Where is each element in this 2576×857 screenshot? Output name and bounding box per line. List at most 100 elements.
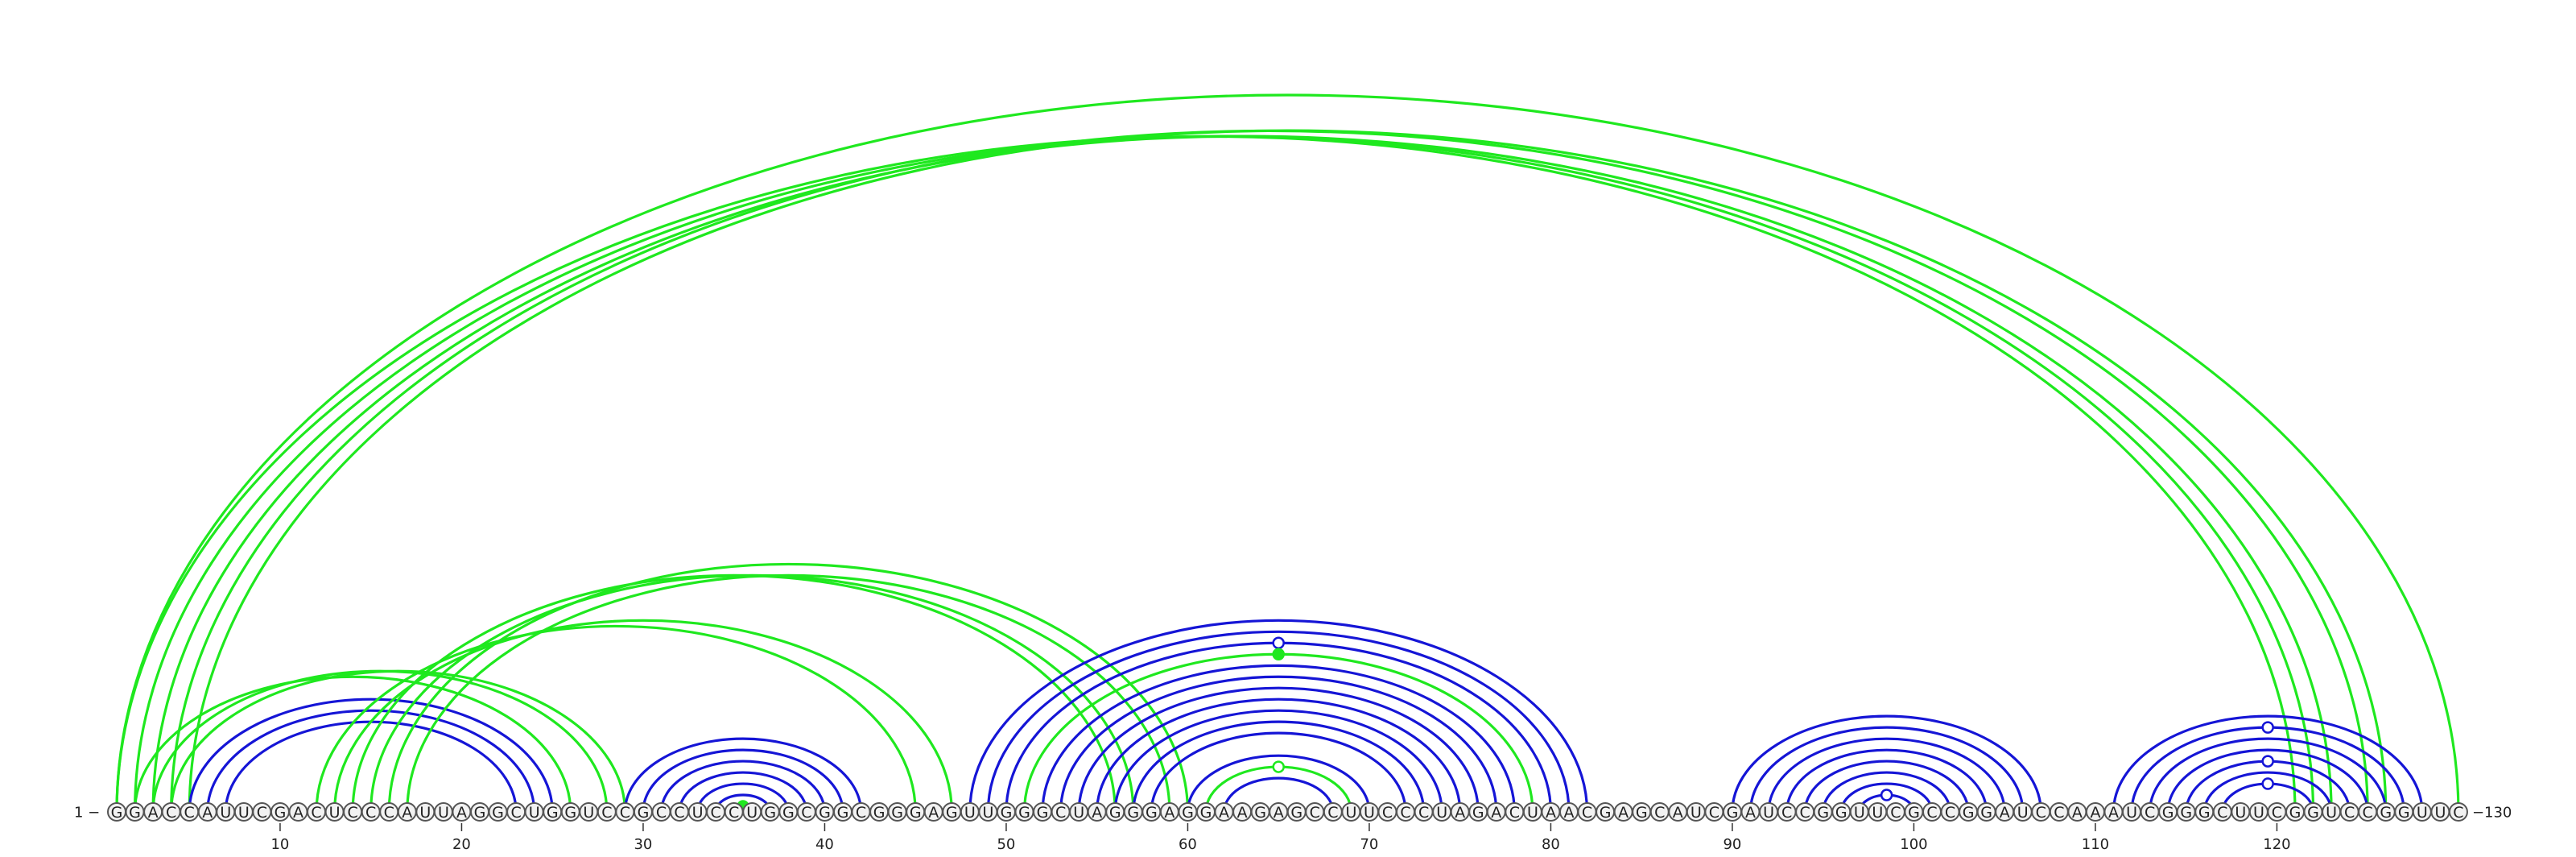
nucleotide-letter-23: C [510,804,521,822]
nucleotide-letter-25: G [547,804,559,822]
nucleotide-letter-105: A [2000,804,2010,822]
nucleotide-letter-130: C [2453,804,2463,822]
nucleotide-letter-62: A [1219,804,1229,822]
pair-marker-117-122 [2261,777,2274,790]
nucleotide-letter-97: U [1854,804,1865,822]
base-pair-arc-92-105 [1767,737,2006,813]
nucleotide-letter-33: U [692,804,704,822]
nucleotide-letter-106: U [2017,804,2029,822]
nucleotide-circle-130 [2448,802,2468,822]
nucleotide-letter-113: C [2145,804,2155,822]
nucleotide-letter-101: C [1926,804,1937,822]
nucleotide-letter-81: A [1564,804,1575,822]
nucleotide-letter-39: C [801,804,811,822]
nucleotide-letter-118: U [2235,804,2246,822]
nucleotide-letter-28: C [601,804,612,822]
base-pair-arc-31-40 [659,760,827,813]
nucleotide-letter-57: G [1127,804,1139,822]
base-pair-arc-55-75 [1096,698,1462,813]
nucleotide-letter-119: U [2253,804,2264,822]
base-pair-arc-53-77 [1059,675,1498,813]
nucleotide-letter-40: G [819,804,831,822]
nucleotide-letter-78: C [1509,804,1520,822]
nucleotide-letter-34: C [711,804,721,822]
base-pair-arc-58-72 [1150,731,1407,813]
base-pair-arc-96-101 [1839,782,1934,813]
tick-label-20: 20 [452,836,471,853]
nucleotide-letter-18: U [419,804,431,822]
nucleotide-letter-31: C [656,804,667,822]
nucleotide-letter-42: C [856,804,866,822]
nucleotide-letter-46: A [928,804,939,822]
base-pair-arc-93-104 [1785,748,1988,813]
nucleotide-letter-44: G [891,804,903,822]
nucleotide-letter-2: G [129,804,141,822]
base-pair-arc-32-39 [678,771,808,813]
nucleotide-letter-43: G [873,804,886,822]
nucleotide-letter-64: G [1254,804,1266,822]
nucleotide-letter-48: U [964,804,976,822]
nucleotide-letter-56: G [1109,804,1121,822]
pair-marker-115-124 [2261,755,2274,768]
pair-marker-50-80 [1272,636,1285,650]
nucleotide-letter-49: U [982,804,993,822]
base-pair-arc-113-126 [2149,737,2388,813]
nucleotide-letter-37: G [764,804,776,822]
base-pair-arc-52-78 [1041,664,1516,813]
pair-marker-112-127 [2261,721,2274,734]
nucleotide-letter-47: G [946,804,958,822]
nucleotide-letter-6: A [202,804,213,822]
nucleotide-letter-128: U [2417,804,2428,822]
nucleotide-letter-22: G [492,804,504,822]
nucleotide-letter-61: G [1200,804,1212,822]
nucleotide-letter-122: G [2307,804,2319,822]
nucleotide-letter-38: G [782,804,795,822]
tick-label-40: 40 [815,836,834,853]
base-pair-arc-30-41 [642,748,844,813]
nucleotide-letter-120: C [2272,804,2282,822]
tick-label-80: 80 [1542,836,1560,853]
nucleotide-letter-125: C [2363,804,2373,822]
nucleotide-letter-4: C [166,804,176,822]
nucleotide-letter-51: G [1018,804,1030,822]
nucleotide-letter-1: G [111,804,123,822]
base-pair-arc-33-38 [696,782,790,813]
base-pair-arc-1-130 [115,93,2460,813]
nucleotide-letter-75: A [1455,804,1465,822]
base-pair-arc-4-29 [170,669,626,813]
nucleotide-letter-80: A [1546,804,1556,822]
nucleotide-letter-30: G [638,804,650,822]
base-pair-arc-116-123 [2202,771,2333,813]
nucleotide-letter-96: G [1835,804,1847,822]
nucleotide-letter-89: C [1709,804,1719,822]
nucleotide-letter-92: U [1763,804,1774,822]
nucleotide-letter-53: C [1055,804,1066,822]
nucleotide-letter-29: C [620,804,630,822]
nucleotide-letter-45: G [910,804,922,822]
nucleotide-letter-52: G [1037,804,1049,822]
nucleotide-letter-63: A [1237,804,1248,822]
nucleotide-letter-124: C [2344,804,2355,822]
nucleotide-letter-67: C [1310,804,1320,822]
tick-label-30: 30 [634,836,652,853]
nucleotide-letter-110: A [2090,804,2100,822]
nucleotide-letter-5: C [184,804,195,822]
sequence-end-label: −130 [2472,805,2512,822]
nucleotide-letter-3: A [148,804,159,822]
nucleotide-letter-66: G [1290,804,1302,822]
nucleotide-letter-84: A [1618,804,1629,822]
base-pair-arc-91-106 [1748,726,2025,813]
nucleotide-letter-98: U [1872,804,1883,822]
base-pair-arc-6-24 [206,709,536,813]
nucleotide-letter-32: C [674,804,684,822]
pair-marker-61-69 [1272,760,1285,773]
base-pair-arc-90-107 [1731,714,2042,813]
base-pair-arc-60-70 [1186,754,1371,813]
base-pair-arc-95-102 [1822,771,1952,813]
nucleotide-letter-9: C [257,804,267,822]
nucleotide-letter-16: C [384,804,394,822]
base-pair-arc-49-81 [986,630,1571,813]
nucleotide-letter-10: G [275,804,287,822]
nucleotide-letter-8: U [238,804,250,822]
